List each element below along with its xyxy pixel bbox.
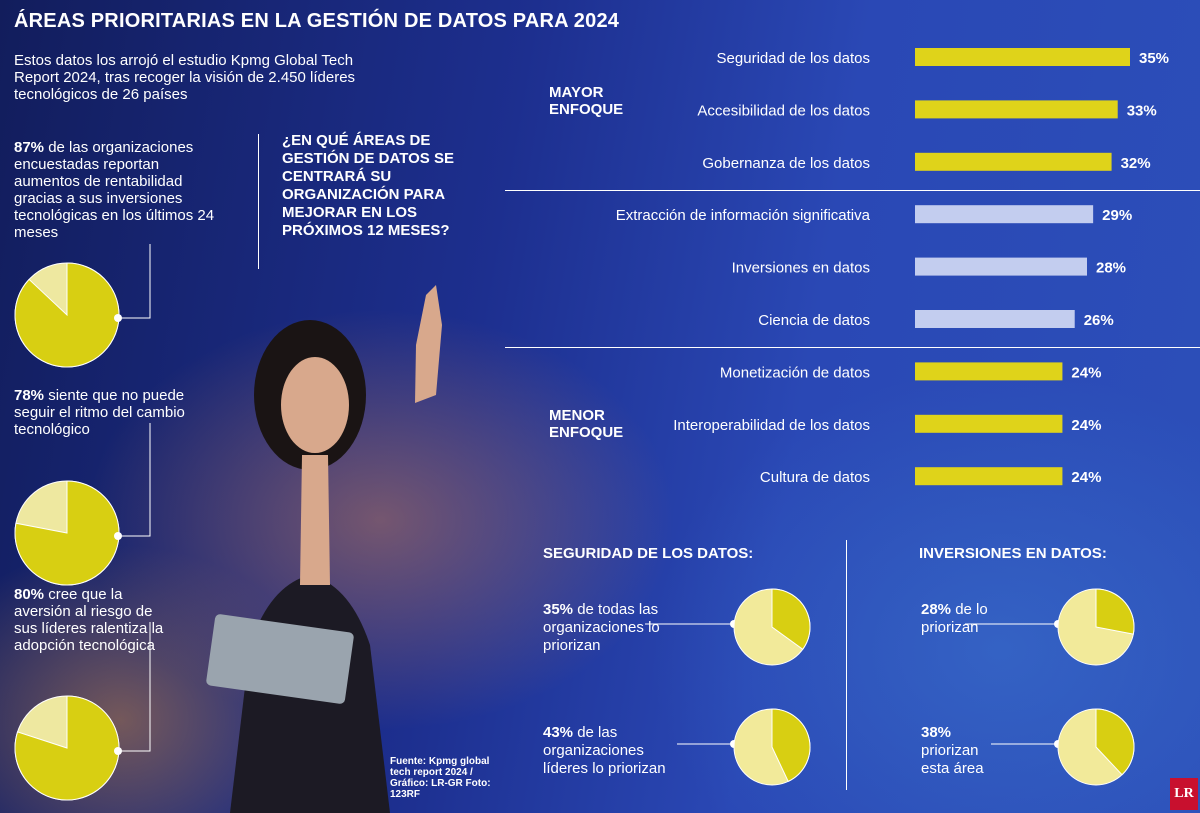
bar xyxy=(915,205,1094,224)
security-section-title: SEGURIDAD DE LOS DATOS: xyxy=(543,545,754,562)
item-text: de todas las organizaciones lo priorizan xyxy=(543,601,660,654)
question-heading: ¿EN QUÉ ÁREAS DE GESTIÓN DE DATOS SE CEN… xyxy=(282,132,454,239)
page-title: ÁREAS PRIORITARIAS EN LA GESTIÓN DE DATO… xyxy=(14,10,620,32)
item-text: priorizan esta área xyxy=(921,742,984,777)
pie-slice-value xyxy=(14,262,120,368)
stat-pace: 78% siente que no puede seguir el ritmo … xyxy=(14,387,224,438)
section-pie-2 xyxy=(733,708,811,786)
bar-value-label: 29% xyxy=(1102,207,1132,224)
bar xyxy=(915,152,1112,171)
separator-top xyxy=(505,190,1200,191)
pie-connector-line xyxy=(118,244,151,319)
bar xyxy=(915,257,1087,276)
stat-text: siente que no puede seguir el ritmo del … xyxy=(14,387,185,438)
bar-category-label: Extracción de información significativa xyxy=(616,207,871,224)
bar xyxy=(915,310,1075,328)
focus-bar-chart: Seguridad de los datos 35% Accesibilidad d… xyxy=(616,48,1169,486)
bar-category-label: Inversiones en datos xyxy=(732,260,870,277)
section-pie-1 xyxy=(733,588,811,666)
pie-connector-dot xyxy=(114,747,122,755)
bar-category-label: Cultura de datos xyxy=(760,469,870,486)
bar-value-label: 26% xyxy=(1084,312,1114,329)
security-item-all: 35% de todas las organizaciones lo prior… xyxy=(543,601,703,655)
left-pie-charts xyxy=(14,244,151,801)
bar xyxy=(915,467,1063,486)
bar xyxy=(915,100,1118,119)
bar-value-label: 28% xyxy=(1096,260,1126,277)
item-value: 43% xyxy=(543,724,574,741)
left-pie-3 xyxy=(14,695,120,801)
item-value: 35% xyxy=(543,601,574,618)
bar-category-label: Monetización de datos xyxy=(720,364,870,381)
woman-photo xyxy=(206,285,442,813)
source-credit: Fuente: Kpmg global tech report 2024 / G… xyxy=(390,756,491,800)
bar xyxy=(915,48,1130,66)
bar-value-label: 35% xyxy=(1139,50,1169,67)
stat-text: de las organizaciones encuestadas report… xyxy=(14,139,215,241)
group-label-bottom: MENOR ENFOQUE xyxy=(549,407,624,441)
bar-category-label: Ciencia de datos xyxy=(758,312,870,329)
stat-text: cree que la aversión al riesgo de sus lí… xyxy=(14,586,164,654)
bar-category-label: Accesibilidad de los datos xyxy=(697,102,870,119)
item-value: 38% xyxy=(921,724,952,741)
stat-value: 87% xyxy=(14,139,45,156)
sections-divider xyxy=(846,540,847,790)
section-pie-3 xyxy=(1057,588,1135,666)
bar-value-label: 32% xyxy=(1121,155,1151,172)
bar xyxy=(915,414,1063,433)
bar-category-label: Interoperabilidad de los datos xyxy=(673,417,870,434)
bar-category-label: Gobernanza de los datos xyxy=(702,155,870,172)
item-value: 28% xyxy=(921,601,952,618)
stat-profitability: 87% de las organizaciones encuestadas re… xyxy=(14,139,224,241)
pie-slice-value xyxy=(1095,588,1135,635)
security-item-leaders: 43% de las organizaciones líderes lo pri… xyxy=(543,724,693,778)
intro-text: Estos datos los arrojó el estudio Kpmg G… xyxy=(14,52,356,103)
investment-item-area: 38% priorizan esta área xyxy=(921,724,991,778)
item-text: de lo priorizan xyxy=(921,601,988,636)
left-pie-1 xyxy=(14,262,120,368)
investment-item-all: 28% de lo priorizan xyxy=(921,601,991,637)
left-pie-2 xyxy=(14,480,120,586)
investment-section-title: INVERSIONES EN DATOS: xyxy=(919,545,1107,562)
stat-risk: 80% cree que la aversión al riesgo de su… xyxy=(14,586,174,654)
bar xyxy=(915,362,1063,381)
lr-logo: LR xyxy=(1170,778,1198,810)
pie-connector-dot xyxy=(114,314,122,322)
group-label-top: MAYOR ENFOQUE xyxy=(549,84,624,118)
pie-connector-dot xyxy=(114,532,122,540)
bar-category-label: Seguridad de los datos xyxy=(717,50,870,67)
bar-value-label: 24% xyxy=(1071,364,1101,381)
bar-value-label: 33% xyxy=(1127,102,1157,119)
pie-slice-value xyxy=(14,480,120,586)
pie-connector-line xyxy=(118,423,151,537)
pie-slice-value xyxy=(771,708,811,783)
question-divider xyxy=(258,134,259,269)
pie-slice-value xyxy=(771,588,811,651)
item-text: de las organizaciones líderes lo prioriz… xyxy=(543,724,666,777)
pie-connector-line xyxy=(118,622,151,752)
separator-bottom xyxy=(505,347,1200,348)
section-pie-4 xyxy=(1057,708,1135,786)
bar-value-label: 24% xyxy=(1071,417,1101,434)
pie-slice-value xyxy=(1095,708,1135,776)
bar-value-label: 24% xyxy=(1071,469,1101,486)
pie-slice-value xyxy=(14,695,120,801)
stat-value: 78% xyxy=(14,387,45,404)
stat-value: 80% xyxy=(14,586,45,603)
